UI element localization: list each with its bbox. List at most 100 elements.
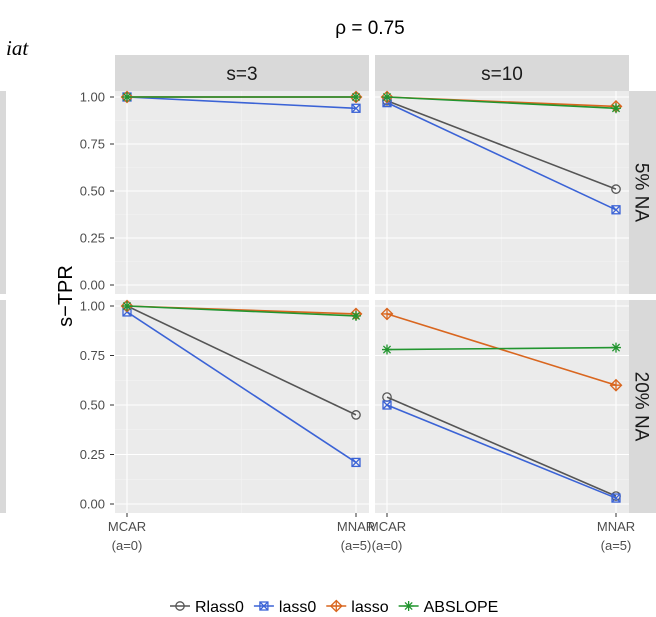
x-tick-label: MNAR <box>597 519 635 534</box>
point-abslope-star <box>351 310 361 321</box>
series-line-lass0 <box>126 96 357 110</box>
point-rlass0 <box>611 184 621 194</box>
y-tick-label: 0.75 <box>80 137 105 152</box>
legend: Rlass0 lass0 lasso ABSLOPE <box>170 599 498 616</box>
legend-label-abslope: ABSLOPE <box>424 599 499 616</box>
row-strip-label-5-na: 5% NA <box>631 163 652 222</box>
point-abslope-star <box>382 344 392 355</box>
legend-item-lass0: lass0 <box>253 599 316 616</box>
panel-5-na-s-3 <box>115 90 369 294</box>
series-line-rlass0 <box>126 305 357 416</box>
clipped-left-title-fragment: iat <box>6 36 29 60</box>
row-strip-label-20-na: 20% NA <box>631 372 652 442</box>
row-strip-20-na <box>629 300 656 513</box>
y-axis-label: s−TPR <box>55 265 77 327</box>
point-lass0 <box>351 457 361 468</box>
legend-item-lasso: lasso <box>326 599 389 616</box>
column-strip-s-3 <box>115 55 369 91</box>
point-lasso-plus <box>381 308 393 320</box>
series-line-lasso <box>386 313 617 386</box>
x-tick-label-sub: (a=0) <box>372 538 403 553</box>
legend-marker-rlass0 <box>175 601 185 611</box>
legend-label-rlass0: Rlass0 <box>195 599 244 616</box>
point-abslope <box>351 310 361 321</box>
legend-marker-lass0 <box>259 601 269 611</box>
point-abslope <box>122 92 132 102</box>
point-lass0 <box>611 493 621 503</box>
legend-label-lass0: lass0 <box>279 599 316 616</box>
series-line-abslope <box>126 305 357 317</box>
point-lass0-box <box>351 103 361 113</box>
point-abslope-star <box>611 103 621 114</box>
point-rlass0 <box>351 410 361 420</box>
chart-title: ρ = 0.75 <box>335 18 404 39</box>
point-lass0-box <box>611 205 621 215</box>
point-rlass0-shape <box>351 410 361 420</box>
left-row-strip-fragment-bottom <box>0 300 6 513</box>
y-tick-label: 1.00 <box>80 90 105 105</box>
point-lass0-box <box>382 400 392 410</box>
point-abslope-star <box>122 92 132 102</box>
panel-5-na-s-10 <box>375 90 629 294</box>
series-line-abslope <box>386 96 617 110</box>
point-lass0-cross <box>382 400 392 410</box>
point-lasso <box>380 307 394 321</box>
panel-20-na-s-3 <box>115 299 369 513</box>
panel-background <box>115 300 369 513</box>
x-tick-label-sub: (a=5) <box>601 538 632 553</box>
y-tick-label: 1.00 <box>80 299 105 314</box>
column-strip-label-s-3: s=3 <box>226 64 257 85</box>
point-abslope-star <box>611 342 621 353</box>
x-tick-label-sub: (a=0) <box>112 538 143 553</box>
y-tick-label: 0.00 <box>80 278 105 293</box>
point-abslope <box>122 301 132 311</box>
series-line-abslope <box>386 346 617 351</box>
legend-marker-lasso <box>329 599 343 613</box>
x-tick-label: MNAR <box>337 519 375 534</box>
panel-background <box>375 300 629 513</box>
column-strip-label-s-10: s=10 <box>481 64 523 85</box>
panel-background <box>115 91 369 294</box>
legend-marker-lasso-plus <box>330 600 342 612</box>
panel-background <box>375 91 629 294</box>
y-tick-label: 0.00 <box>80 497 105 512</box>
point-lasso-plus <box>610 379 622 391</box>
legend-item-rlass0: Rlass0 <box>170 599 244 616</box>
legend-marker-lass0-box <box>259 601 269 611</box>
row-strip-5-na <box>629 91 656 294</box>
legend-marker-lass0-cross <box>259 601 269 611</box>
point-lasso <box>609 378 623 392</box>
point-lass0-box <box>611 493 621 503</box>
panel-20-na-s-10 <box>375 300 629 513</box>
point-lass0-cross <box>611 493 621 503</box>
x-tick-label-sub: (a=5) <box>341 538 372 553</box>
point-abslope <box>351 92 361 102</box>
point-abslope-star <box>351 92 361 102</box>
y-tick-label: 0.50 <box>80 184 105 199</box>
y-tick-label: 0.25 <box>80 231 105 246</box>
point-lass0-cross <box>611 205 621 215</box>
point-lass0-cross <box>351 103 361 113</box>
point-abslope <box>611 342 621 353</box>
point-abslope <box>382 92 392 102</box>
facet-panels: s=3 s=10 5% NA 20% NA 0.00 0.25 0.50 0.75 1.00 0.… <box>80 55 656 553</box>
point-abslope-star <box>122 301 132 311</box>
column-strip-s-10 <box>375 55 629 91</box>
point-lass0 <box>382 400 392 410</box>
series-line-lass0 <box>386 101 617 211</box>
legend-marker-abslope <box>403 601 414 611</box>
series-line-lass0 <box>386 404 617 499</box>
y-tick-label: 0.25 <box>80 447 105 462</box>
x-tick-label: MCAR <box>108 519 146 534</box>
x-tick-label: MCAR <box>368 519 406 534</box>
legend-label-lasso: lasso <box>351 599 388 616</box>
point-lass0 <box>611 205 621 215</box>
legend-marker-abslope-star <box>403 601 414 611</box>
point-lass0-cross <box>351 457 361 467</box>
legend-item-abslope: ABSLOPE <box>398 599 499 616</box>
left-row-strip-fragment-top <box>0 91 6 294</box>
y-tick-label: 0.75 <box>80 348 105 363</box>
y-tick-label: 0.50 <box>80 398 105 413</box>
point-abslope-star <box>382 92 392 102</box>
